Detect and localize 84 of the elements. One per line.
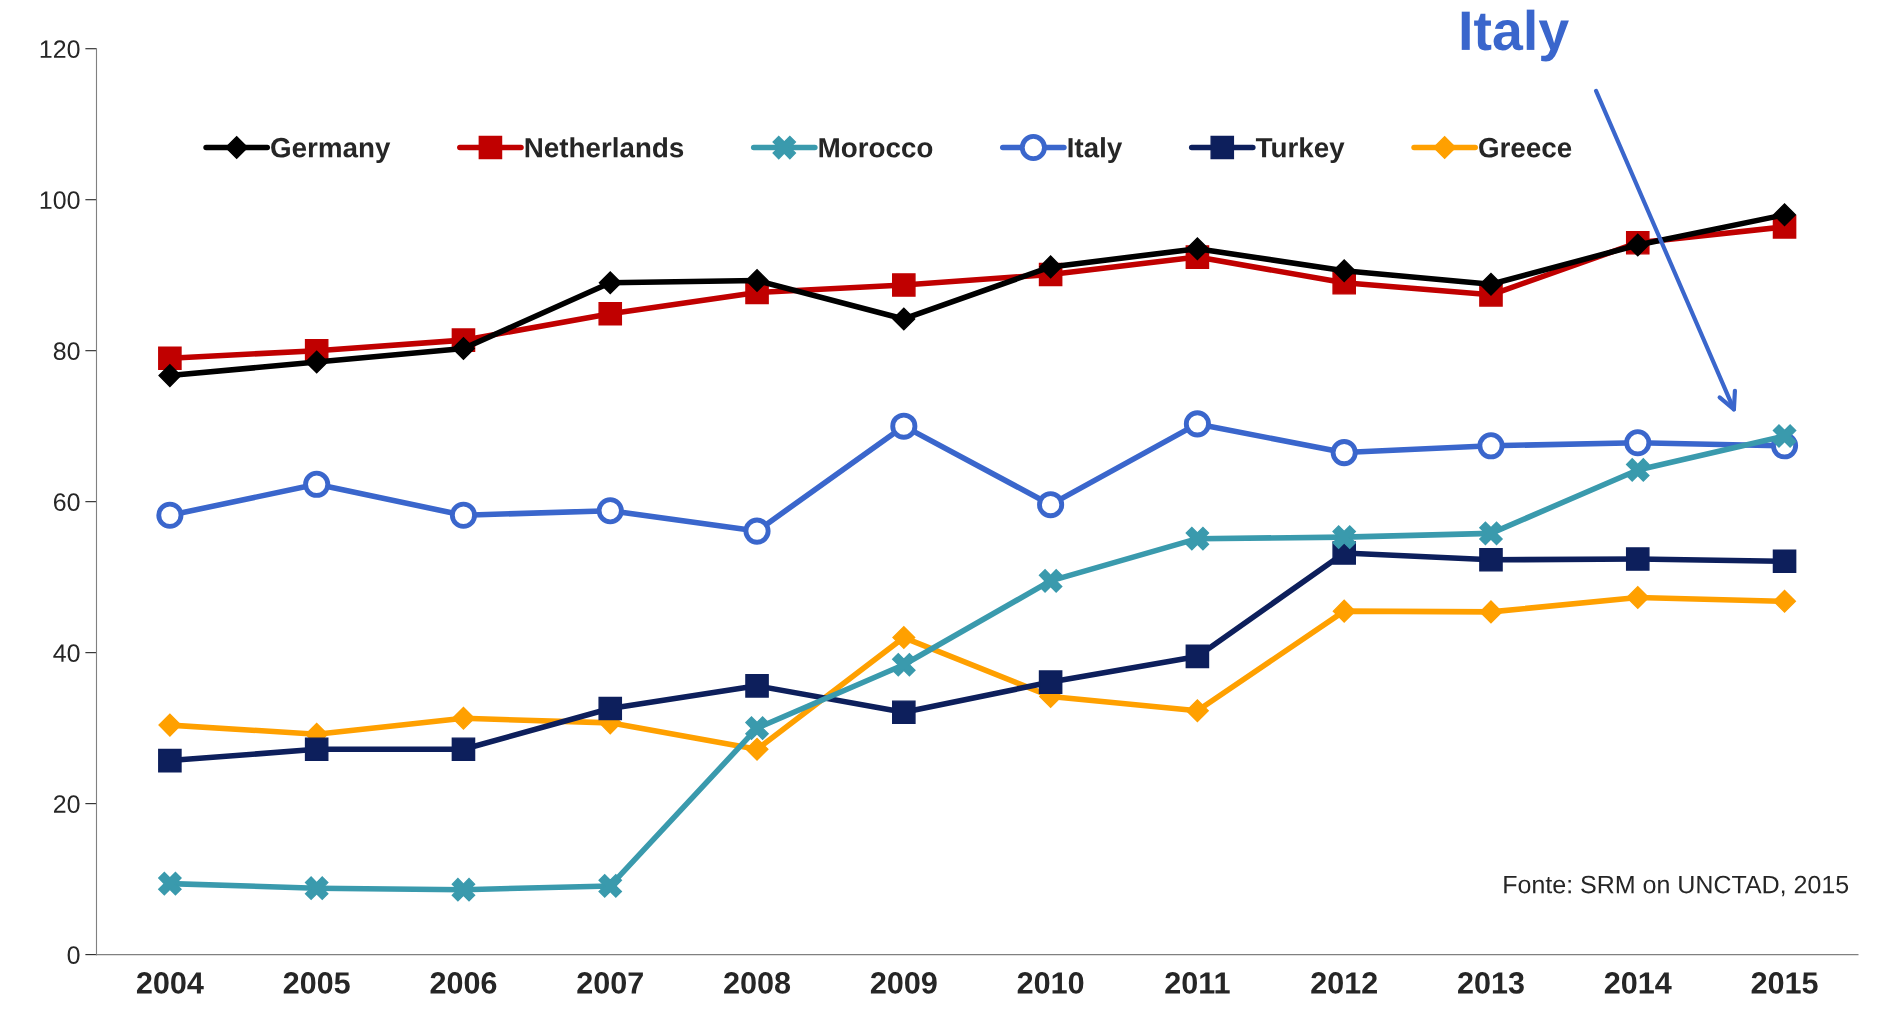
- point: [303, 470, 331, 498]
- point: [598, 301, 623, 326]
- point: [745, 674, 769, 698]
- point: [305, 350, 329, 374]
- legend-label: Greece: [1479, 137, 1572, 158]
- point: [1038, 670, 1063, 694]
- point: [1624, 429, 1652, 457]
- point: [596, 497, 624, 525]
- point: [1185, 237, 1209, 261]
- x-tick-label: 2007: [577, 972, 643, 994]
- x-tick-label: 2014: [1604, 972, 1672, 994]
- x-tick-label: 2009: [870, 972, 937, 994]
- y-tick-label: 80: [53, 342, 80, 360]
- point: [892, 307, 916, 331]
- point: [1625, 547, 1650, 571]
- point: [158, 748, 182, 773]
- point: [1626, 586, 1650, 610]
- point: [451, 336, 475, 360]
- point: [304, 737, 329, 762]
- point: [745, 268, 769, 292]
- point: [598, 271, 622, 295]
- y-tick-label: 120: [40, 40, 80, 59]
- y-tick-label: 0: [67, 946, 80, 964]
- x-tick-label: 2013: [1458, 972, 1524, 994]
- point: [1772, 424, 1797, 448]
- x-tick-label: 2011: [1165, 972, 1230, 994]
- point: [1773, 203, 1797, 227]
- point: [1477, 432, 1505, 460]
- x-tick-label: 2010: [1017, 972, 1084, 994]
- point: [1185, 644, 1210, 669]
- x-tick-label: 2004: [136, 972, 204, 994]
- point: [1183, 410, 1211, 438]
- point: [158, 364, 182, 388]
- point: [745, 716, 769, 740]
- annotation: Fonte: SRM on UNCTAD, 2015: [1504, 875, 1849, 897]
- point: [598, 874, 623, 898]
- x-tick-label: 2008: [724, 972, 791, 994]
- x-tick-label: 2005: [283, 972, 350, 994]
- point: [1185, 526, 1210, 551]
- legend-label: Morocco: [819, 138, 933, 158]
- point: [892, 652, 916, 677]
- y-tick-label: 20: [53, 795, 80, 813]
- point: [892, 626, 916, 650]
- legend-label: Germany: [271, 137, 391, 164]
- point: [1332, 525, 1356, 549]
- point: [1772, 549, 1797, 574]
- point: [892, 273, 916, 297]
- point: [158, 346, 182, 371]
- point: [890, 412, 918, 440]
- point: [743, 517, 771, 545]
- point: [1185, 699, 1209, 723]
- x-tick-label: 2012: [1311, 972, 1377, 994]
- point: [156, 501, 184, 529]
- legend-label: Turkey: [1255, 137, 1345, 164]
- point: [1039, 255, 1063, 279]
- point: [451, 706, 475, 730]
- point: [158, 871, 182, 896]
- x-tick-label: 2015: [1751, 972, 1818, 994]
- y-tick-label: 60: [53, 493, 80, 511]
- point: [1479, 600, 1503, 624]
- point: [1332, 599, 1356, 623]
- point: [1332, 259, 1356, 283]
- point: [1330, 439, 1358, 467]
- point: [449, 501, 477, 529]
- point: [1038, 569, 1063, 593]
- annotation: Italy: [1461, 9, 1569, 62]
- x-tick-label: 2006: [430, 972, 497, 994]
- point: [1773, 589, 1797, 613]
- point: [451, 877, 476, 902]
- point: [1037, 491, 1065, 519]
- y-tick-label: 40: [53, 644, 80, 662]
- point: [892, 700, 916, 725]
- y-tick-label: 100: [40, 191, 80, 210]
- legend-label: Netherlands: [525, 137, 684, 158]
- point: [745, 737, 769, 761]
- point: [598, 696, 623, 721]
- point: [451, 737, 476, 762]
- point: [304, 876, 329, 900]
- point: [1479, 272, 1503, 296]
- point: [1479, 521, 1503, 546]
- point: [1625, 458, 1650, 482]
- legend-label: Italy: [1068, 137, 1123, 164]
- point: [1479, 547, 1503, 572]
- point: [158, 713, 182, 737]
